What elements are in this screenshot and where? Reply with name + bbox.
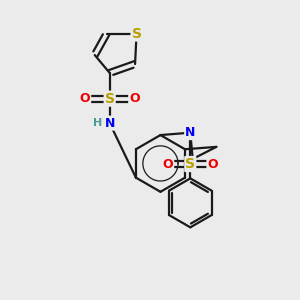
- Text: S: S: [132, 26, 142, 40]
- Text: O: O: [207, 158, 218, 170]
- Text: O: O: [80, 92, 90, 105]
- Text: O: O: [129, 92, 140, 105]
- Text: N: N: [185, 126, 196, 139]
- Text: H: H: [92, 118, 102, 128]
- Text: S: S: [185, 157, 195, 171]
- Text: S: S: [105, 92, 115, 106]
- Text: N: N: [104, 117, 115, 130]
- Text: O: O: [163, 158, 173, 170]
